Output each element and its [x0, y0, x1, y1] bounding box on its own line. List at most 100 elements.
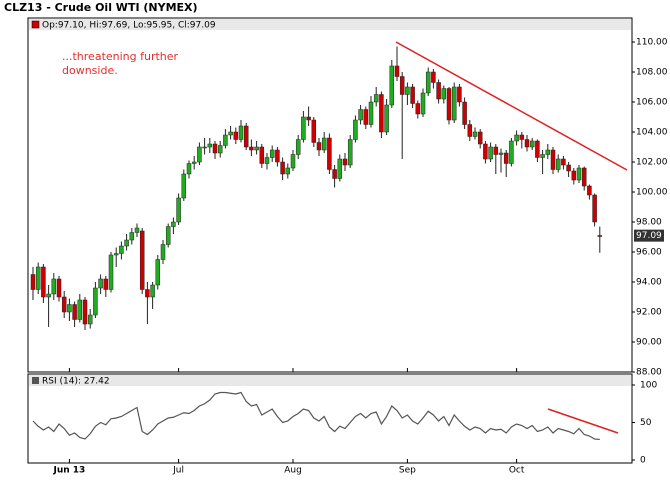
y-tick-label: 0 [640, 456, 646, 466]
candle-body [472, 131, 478, 137]
candle-body [145, 289, 150, 298]
candle-body [509, 140, 514, 164]
candle-body [373, 94, 379, 103]
candle-body [82, 299, 88, 325]
y-tick-label: 92.00 [636, 308, 662, 318]
candle-body [545, 149, 551, 155]
candle-body [581, 167, 587, 187]
candle-body [488, 146, 493, 160]
y-tick-label: 110.00 [636, 38, 668, 48]
rsi-panel [27, 373, 633, 464]
price-panel [27, 17, 633, 373]
y-tick-label: 50 [640, 418, 652, 428]
candle-body [571, 170, 577, 181]
candle-body [446, 88, 452, 121]
candle-body [35, 266, 41, 290]
candle-body [561, 158, 566, 166]
candle-body [249, 146, 254, 151]
candle-body [451, 86, 457, 121]
candle-body [223, 134, 228, 146]
candle-body [363, 109, 369, 125]
candle-body [41, 266, 46, 298]
candle-body [321, 137, 327, 151]
candle-body [477, 131, 483, 145]
candle-body [384, 104, 389, 133]
candle-body [269, 149, 275, 158]
ohlc-label: Op:97.10, Hi:97.69, Lo:95.95, Cl:97.09 [42, 21, 216, 31]
y-tick-label: 106.00 [636, 98, 668, 108]
candle-body [358, 109, 363, 121]
x-tick-label: Jun 13 [52, 466, 85, 476]
candle-body [566, 164, 571, 172]
candle-body [171, 221, 176, 227]
candle-body [301, 116, 306, 140]
candle-body [327, 137, 332, 170]
legend-swatch [32, 377, 39, 384]
x-tick-label: Jul [172, 466, 184, 476]
candle-body [410, 86, 415, 104]
candle-body [311, 119, 317, 143]
candle-body [399, 76, 405, 95]
candle-body [280, 161, 285, 175]
candle-body [207, 143, 213, 148]
candle-body [576, 167, 582, 181]
x-tick-label: Sep [399, 466, 416, 476]
candle-body [550, 149, 556, 170]
y-tick-label: 96.00 [636, 248, 662, 258]
candle-body [103, 278, 109, 290]
candle-body [332, 169, 337, 179]
rsi-label: RSI (14): 27.42 [42, 377, 110, 387]
candle-body [498, 152, 504, 155]
candle-body [113, 253, 119, 256]
chart-title: CLZ13 - Crude Oil WTI (NYMEX) [4, 1, 198, 14]
candle-body [597, 235, 603, 237]
candle-body [197, 146, 202, 163]
candle-body [61, 296, 67, 313]
candle-body [353, 119, 358, 140]
annotation: ...threatening further [62, 50, 179, 63]
candle-body [124, 239, 129, 247]
candle-body [139, 230, 145, 290]
y-tick-label: 90.00 [636, 338, 662, 348]
candle-body [540, 154, 545, 158]
candle-body [368, 101, 374, 125]
candle-body [165, 226, 171, 245]
candle-body [56, 278, 62, 298]
candle-body [529, 140, 535, 148]
candle-body [457, 86, 462, 103]
candle-body [394, 65, 400, 77]
y-tick-label: 102.00 [636, 158, 668, 168]
candle-body [405, 86, 410, 95]
y-tick-label: 104.00 [636, 128, 668, 138]
candle-body [129, 232, 135, 241]
candle-body [295, 139, 301, 155]
candle-body [243, 125, 249, 148]
candle-body [30, 274, 36, 290]
candle-body [160, 244, 166, 260]
candle-body [342, 158, 348, 166]
rsi-line [32, 391, 600, 441]
price-header [29, 19, 631, 30]
candle-body [431, 71, 436, 83]
candle-body [228, 131, 233, 136]
candle-body [493, 146, 499, 155]
candle-body [347, 139, 353, 166]
candle-body [275, 149, 280, 163]
candle-body [420, 92, 426, 115]
x-tick-label: Oct [509, 466, 525, 476]
rsi-header [29, 375, 631, 386]
candle-body [519, 134, 525, 140]
candle-body [233, 131, 239, 140]
y-tick-label: 88.00 [636, 368, 662, 378]
candle-body [592, 194, 597, 223]
candle-body [425, 71, 431, 94]
y-tick-label: 98.00 [636, 218, 662, 228]
candle-body [555, 158, 561, 170]
candle-body [337, 158, 343, 179]
candle-body [379, 94, 384, 133]
candle-body [217, 145, 223, 154]
candle-body [51, 278, 57, 295]
candle-body [93, 287, 98, 316]
candle-body [503, 152, 509, 164]
candle-body [254, 146, 259, 151]
